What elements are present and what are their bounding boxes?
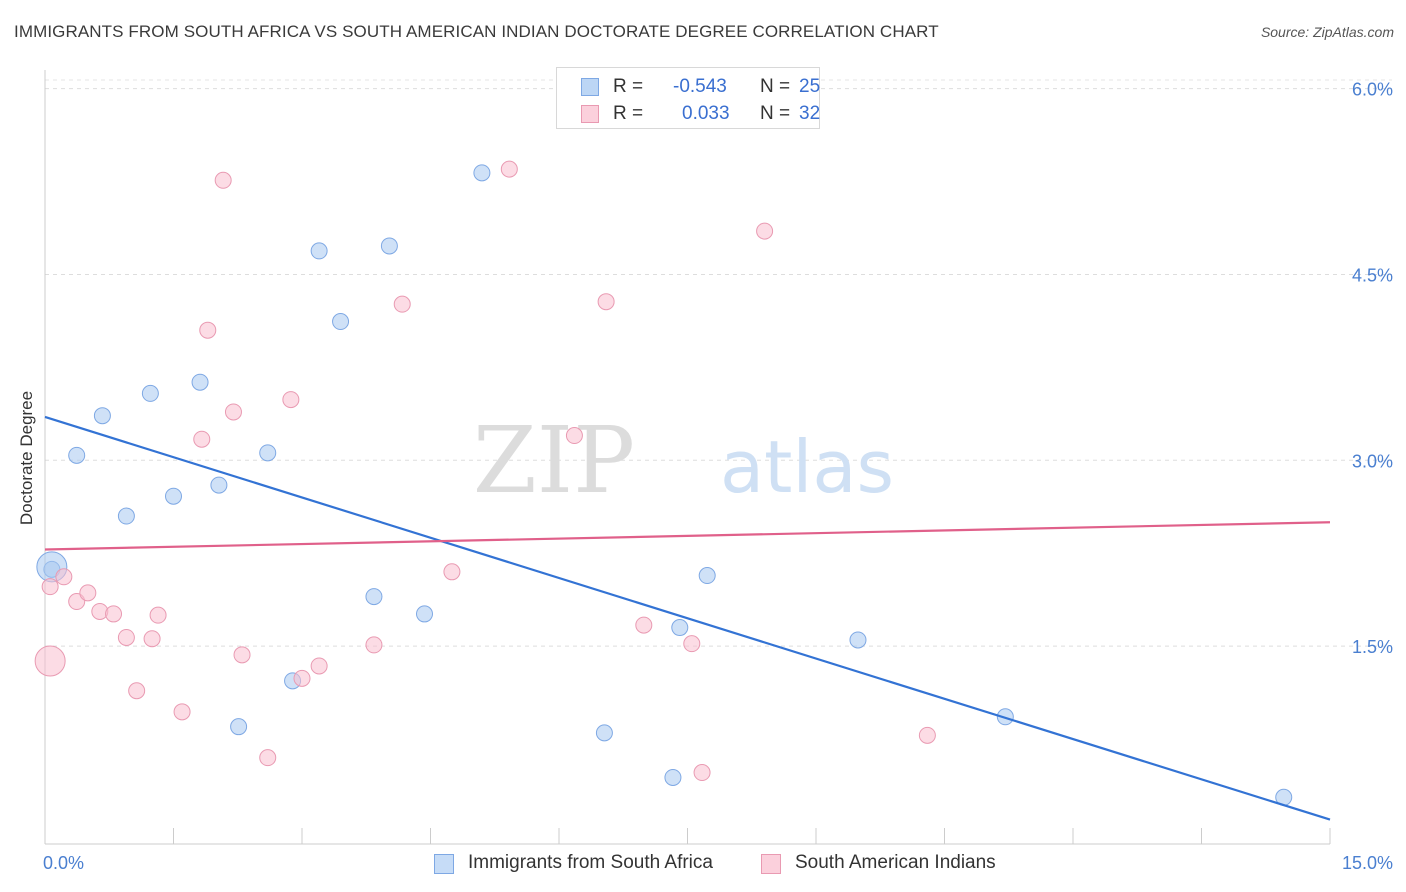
y-tick-label: 3.0% — [1352, 451, 1393, 471]
x-tick-label: 15.0% — [1342, 853, 1393, 873]
data-point-south-american-indians — [565, 427, 583, 445]
axes — [44, 70, 1331, 845]
data-point-south-american-indians — [310, 657, 328, 675]
data-point-south-africa — [595, 724, 613, 742]
data-point-south-american-indians — [293, 669, 311, 687]
bottom-legend-label: South American Indians — [795, 852, 996, 873]
data-point-south-american-indians — [55, 568, 73, 586]
data-point-south-africa — [332, 313, 350, 331]
data-point-south-american-indians — [173, 703, 191, 721]
gridlines — [45, 79, 1392, 647]
bottom-legend-label: Immigrants from South Africa — [468, 852, 713, 873]
data-point-south-africa — [380, 237, 398, 255]
source-label: Source: ZipAtlas.com — [1260, 24, 1394, 40]
trend-line-south-american-indians — [44, 521, 1331, 551]
data-point-south-africa — [230, 718, 248, 736]
legend-r-value: -0.543 — [673, 76, 727, 97]
data-point-south-american-indians — [143, 630, 161, 648]
data-point-south-american-indians — [918, 726, 936, 744]
trend-line-south-africa — [44, 415, 1331, 821]
data-point-south-american-indians — [199, 321, 217, 339]
legend-n-value: 25 — [799, 76, 821, 97]
legend-n-label: N = — [760, 76, 791, 97]
y-tick-label: 6.0% — [1352, 80, 1393, 100]
data-point-south-africa — [259, 444, 277, 462]
data-point-south-american-indians — [233, 646, 251, 664]
data-point-south-africa — [849, 631, 867, 649]
chart-title: IMMIGRANTS FROM SOUTH AFRICA VS SOUTH AM… — [14, 22, 939, 41]
data-point-south-africa — [68, 446, 86, 464]
data-point-south-africa — [365, 588, 383, 606]
data-points — [34, 160, 1293, 806]
data-point-south-american-indians — [443, 563, 461, 581]
data-point-south-american-indians — [224, 403, 242, 421]
data-point-south-american-indians — [393, 295, 411, 313]
data-point-south-africa — [664, 768, 682, 786]
bottom-legend-swatch-pink — [761, 854, 781, 874]
data-point-south-american-indians — [693, 764, 711, 782]
data-point-south-american-indians — [597, 293, 615, 311]
y-tick-label: 4.5% — [1352, 265, 1393, 285]
data-point-south-africa — [310, 242, 328, 260]
y-tick-label: 1.5% — [1352, 637, 1393, 657]
watermark-atlas: atlas — [720, 425, 894, 509]
data-point-south-africa — [141, 384, 159, 402]
data-point-south-africa — [698, 567, 716, 585]
legend-swatch-blue — [581, 78, 599, 96]
data-point-south-american-indians — [41, 578, 59, 596]
watermark-zip: ZIP — [473, 407, 635, 514]
data-point-south-africa — [165, 487, 182, 505]
data-point-south-africa — [416, 605, 434, 623]
data-point-south-africa — [191, 373, 209, 391]
watermark: ZIP atlas — [473, 407, 894, 514]
data-point-south-american-indians — [105, 605, 123, 623]
legend-r-label: R = — [613, 103, 644, 124]
data-point-south-africa — [473, 164, 491, 182]
data-point-south-american-indians — [214, 171, 232, 189]
legend-r-label: R = — [613, 76, 644, 97]
data-point-south-american-indians — [365, 636, 383, 654]
data-point-south-american-indians — [117, 628, 135, 646]
data-point-south-american-indians — [635, 616, 653, 634]
legend-swatch-pink — [581, 105, 599, 123]
data-point-south-africa — [117, 507, 135, 525]
data-point-south-american-indians — [500, 160, 518, 178]
legend-n-label: N = — [760, 103, 791, 124]
data-point-south-american-indians — [683, 635, 701, 653]
data-point-south-africa — [671, 619, 689, 637]
data-point-south-american-indians — [193, 430, 211, 448]
data-point-south-american-indians — [282, 391, 300, 409]
data-point-south-american-indians — [756, 222, 774, 240]
data-point-south-american-indians — [34, 645, 66, 677]
bottom-legend-swatch-blue — [434, 854, 454, 874]
data-point-south-american-indians — [128, 682, 146, 700]
y-axis-label: Doctorate Degree — [17, 390, 36, 526]
data-point-south-africa — [93, 407, 111, 425]
legend-n-value: 32 — [799, 103, 821, 124]
x-tick-label: 0.0% — [43, 853, 84, 873]
data-point-south-american-indians — [79, 584, 97, 602]
data-point-south-american-indians — [259, 749, 277, 767]
trend-lines — [44, 415, 1331, 821]
legend-r-value: 0.033 — [682, 103, 730, 124]
data-point-south-american-indians — [68, 593, 86, 611]
data-point-south-africa — [210, 476, 228, 494]
data-point-south-american-indians — [149, 606, 167, 624]
legend-box: R = -0.543 N = 25 R = 0.033 N = 32 — [556, 67, 820, 129]
tick-labels: 1.5% 3.0% 4.5% 6.0% 0.0% 15.0% — [43, 80, 1393, 873]
